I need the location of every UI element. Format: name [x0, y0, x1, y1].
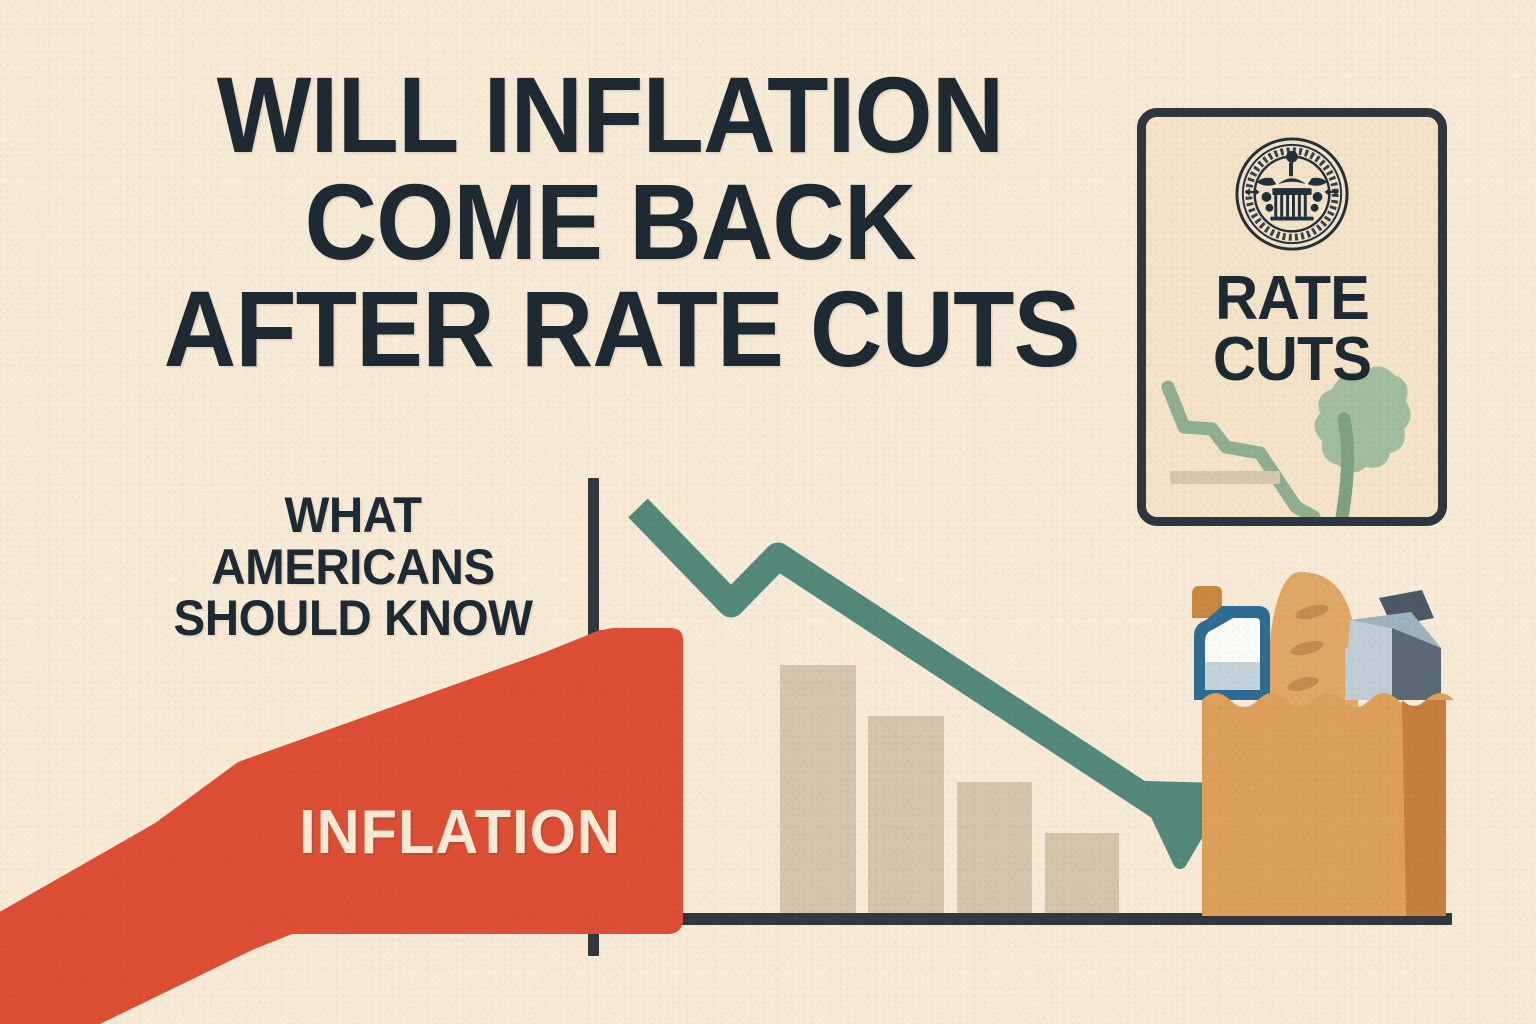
rate-card-blob [1314, 366, 1411, 473]
rate-card-trend-line [1161, 380, 1321, 517]
rate-card-mini-chart [1161, 366, 1411, 517]
paper-bag-icon [1202, 693, 1454, 916]
chart-bar-4 [1045, 833, 1119, 915]
federal-reserve-seal-icon [1235, 137, 1349, 251]
chart-bar-2 [868, 716, 944, 915]
water-bottle-icon [1192, 586, 1270, 700]
subtitle-line-2: AMERICANS [211, 538, 495, 595]
milk-carton-icon [1345, 590, 1441, 700]
rate-cuts-card[interactable]: RATE CUTS [1137, 108, 1447, 526]
rate-card-title: RATE CUTS [1152, 264, 1432, 394]
rate-card-placeholder-bar [1170, 471, 1280, 484]
rate-card-title-line-2: CUTS [1212, 324, 1372, 394]
subtitle-line-1: WHAT [284, 487, 422, 543]
headline-line-2: COME BACK [304, 160, 916, 282]
inflation-banner-label: INFLATION [299, 798, 621, 867]
headline-line-1: WILL INFLATION [216, 54, 1005, 175]
chart-bar-3 [957, 782, 1032, 915]
page-title: WILL INFLATION COME BACK AFTER RATE CUTS [130, 54, 1090, 389]
subtitle-line-3: SHOULD KNOW [173, 590, 533, 646]
chart-bar-1 [780, 665, 856, 915]
rate-card-title-line-1: RATE [1215, 264, 1370, 333]
subtitle: WHAT AMERICANS SHOULD KNOW [118, 487, 588, 646]
headline-line-3: AFTER RATE CUTS [163, 267, 1081, 389]
